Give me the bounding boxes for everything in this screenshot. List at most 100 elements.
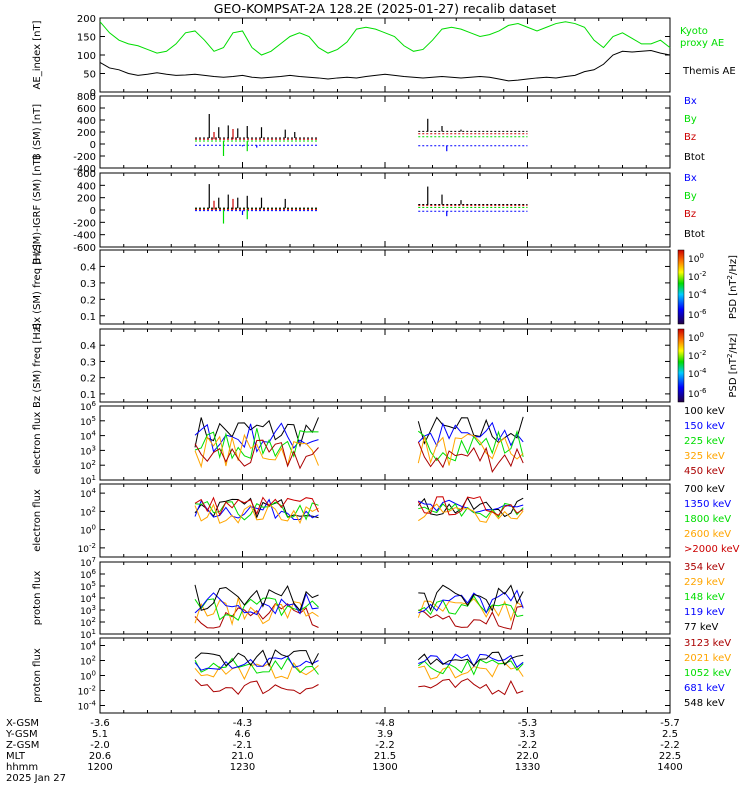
- panel-frame: [99, 17, 671, 93]
- series-line-100-kev: [417, 416, 524, 445]
- series-line-548-kev: [417, 651, 524, 667]
- y-axis-label: AE_index [nT]: [32, 20, 43, 89]
- series-line-354-kev: [194, 602, 319, 629]
- ephemeris-value: 22.0: [516, 751, 538, 762]
- ephemeris-value: 1330: [515, 762, 540, 773]
- series-line-themis-ae: [99, 50, 671, 82]
- legend-450-kev: 450 keV: [684, 466, 725, 477]
- y-tick-label: 0.3: [80, 357, 96, 368]
- legend-by: By: [684, 114, 697, 125]
- ephemeris-row-label: MLT: [6, 751, 26, 762]
- panel-frame: [99, 249, 671, 325]
- legend-229-kev: 229 keV: [684, 577, 725, 588]
- legend-bx: Bx: [684, 96, 697, 107]
- ephemeris-row-label: X-GSM: [6, 718, 39, 729]
- series-line-3123-kev: [418, 678, 524, 696]
- y-tick-label: 800: [77, 92, 96, 103]
- series-line-450-kev: [417, 441, 524, 473]
- panel-frame: [99, 561, 671, 635]
- series-line-325-kev: [417, 433, 524, 466]
- y-tick-label: 100: [77, 51, 96, 62]
- legend-bx: Bx: [684, 173, 697, 184]
- colorbar-tick-label: 10-6: [688, 308, 707, 321]
- ephemeris-value: -5.3: [518, 718, 538, 729]
- y-tick-label: 0.4: [80, 262, 96, 273]
- legend-225-kev: 225 keV: [684, 436, 725, 447]
- legend-bz: Bz: [684, 209, 696, 220]
- legend-325-kev: 325 keV: [684, 451, 725, 462]
- y-tick-label: 0.2: [80, 374, 96, 385]
- y-tick-label: 0.2: [80, 295, 96, 306]
- panel-6: [99, 405, 671, 481]
- y-tick-label: -400: [73, 231, 96, 242]
- y-tick-label: 104: [80, 430, 96, 443]
- series-line-148-kev: [418, 595, 524, 618]
- y-tick-label: 150: [77, 33, 96, 44]
- ephemeris-value: -2.2: [375, 740, 395, 751]
- ephemeris-value: 1200: [87, 762, 112, 773]
- colorbar-label: PSD [nT2/Hz]: [726, 333, 739, 397]
- y-tick-label: 0.3: [80, 279, 96, 290]
- y-tick-label: 400: [77, 116, 96, 127]
- series-line-681-kev: [418, 653, 524, 668]
- y-tick-label: 200: [77, 128, 96, 139]
- series-line-2021-kev: [418, 662, 524, 680]
- legend-681-kev: 681 keV: [684, 683, 725, 694]
- colorbar-tick-label: 10-4: [688, 288, 707, 301]
- y-tick-label: 107: [80, 556, 96, 569]
- y-axis-label: proton flux: [32, 648, 43, 703]
- legend-100-kev: 100 keV: [684, 406, 725, 417]
- legend-bz: Bz: [684, 132, 696, 143]
- colorbar-tick-label: 10-4: [688, 367, 707, 380]
- y-tick-label: 104: [80, 592, 96, 605]
- legend-354-kev: 354 keV: [684, 562, 725, 573]
- colorbar-tick-label: 10-6: [688, 387, 707, 400]
- y-tick-label: 200: [77, 14, 96, 25]
- series-line-1052-kev: [417, 659, 524, 676]
- panel-frame: [99, 405, 671, 481]
- panel-9: [99, 637, 671, 714]
- y-tick-label: 200: [77, 194, 96, 205]
- series-line--2000-kev: [417, 496, 524, 516]
- ephemeris-value: 21.0: [231, 751, 253, 762]
- y-axis-label: electron flux: [32, 489, 43, 552]
- series-line-3123-kev: [194, 679, 319, 695]
- series-line-354-kev: [418, 605, 524, 630]
- series-line-119-kev: [194, 592, 319, 616]
- y-tick-label: 600: [77, 104, 96, 115]
- legend-2600-kev: 2600 keV: [684, 529, 731, 540]
- colorbar-tick-label: 100: [688, 331, 704, 344]
- ephemeris-value: 4.6: [235, 729, 251, 740]
- ephemeris-row-label: hhmm: [6, 762, 38, 773]
- legend-proxy-ae: proxy AE: [680, 38, 724, 49]
- ephemeris-row-label: Y-GSM: [5, 729, 38, 740]
- series-line-700-kev: [417, 496, 524, 518]
- ephemeris-value: -3.6: [90, 718, 110, 729]
- legend-150-kev: 150 keV: [684, 421, 725, 432]
- panel-3: [99, 172, 671, 248]
- y-tick-label: 105: [80, 580, 96, 593]
- legend-3123-kev: 3123 keV: [684, 638, 731, 649]
- series-line-1052-kev: [194, 657, 319, 675]
- y-tick-label: 105: [80, 415, 96, 428]
- y-tick-label: 0: [90, 140, 96, 151]
- series-line-548-kev: [194, 649, 319, 667]
- panel-frame: [99, 483, 671, 558]
- legend--2000-kev: >2000 keV: [684, 544, 740, 555]
- y-tick-label: 0: [90, 206, 96, 217]
- ephemeris-value: -4.3: [233, 718, 253, 729]
- series-line-450-kev: [194, 439, 319, 470]
- panel-7: [99, 483, 671, 558]
- legend-themis-ae: Themis AE: [682, 66, 736, 77]
- y-tick-label: 400: [77, 181, 96, 192]
- series-line-kyoto-proxy-ae: [99, 21, 671, 56]
- ephemeris-value: -2.2: [660, 740, 680, 751]
- ephemeris-row-label: Z-GSM: [6, 740, 39, 751]
- colorbar-tick-label: 10-2: [688, 349, 706, 362]
- y-axis-label: B (SM) [nT]: [32, 104, 43, 160]
- legend-btot: Btot: [684, 152, 705, 163]
- legend-700-kev: 700 keV: [684, 484, 725, 495]
- y-tick-label: 0: [90, 88, 96, 99]
- series-line-2021-kev: [194, 661, 319, 681]
- series-line-225-kev: [194, 428, 319, 460]
